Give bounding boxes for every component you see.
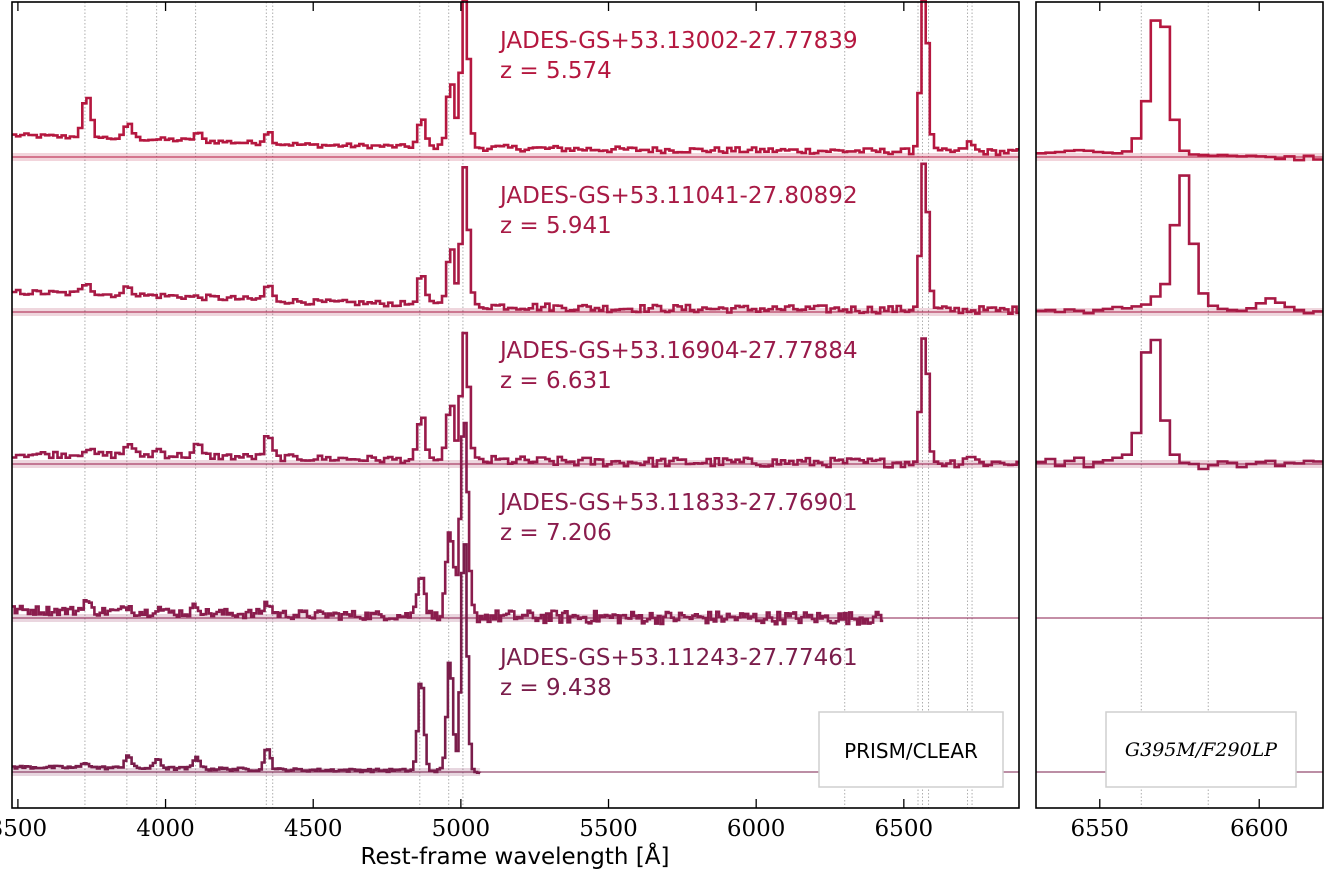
grating-spectrum-line — [1036, 19, 1323, 162]
prism-spectrum-line — [12, 543, 482, 775]
object-redshift: z = 9.438 — [500, 675, 612, 701]
grating-spectrum-1 — [1036, 19, 1323, 162]
prism-spectrum-line — [12, 162, 1019, 315]
grating-legend-box: G395M/F290LP — [1105, 711, 1297, 788]
x-tick-label: 4000 — [136, 816, 195, 842]
prism-object-labels: JADES-GS+53.13002-27.77839 z = 5.574 JADES… — [498, 28, 858, 701]
prism-x-ticks: 3500 4000 4500 5000 5500 6000 6500 — [0, 2, 933, 842]
x-tick-label: 5500 — [579, 816, 638, 842]
prism-legend-label: PRISM/CLEAR — [844, 739, 978, 763]
object-name: JADES-GS+53.16904-27.77884 — [498, 338, 858, 364]
x-axis-label: Rest-frame wavelength [Å] — [361, 842, 670, 870]
x-tick-label: 6600 — [1230, 816, 1289, 842]
x-tick-label: 6550 — [1071, 816, 1130, 842]
object-redshift: z = 5.574 — [500, 58, 612, 84]
prism-spectrum-line — [12, 331, 1019, 469]
object-redshift: z = 5.941 — [500, 213, 612, 239]
grating-spectrum-line — [1036, 174, 1323, 315]
x-tick-label: 6500 — [875, 816, 934, 842]
grating-spectrum-line — [1036, 338, 1323, 471]
x-tick-label: 3500 — [0, 816, 47, 842]
prism-spectrum-line — [12, 0, 1019, 157]
prism-spectrum-line — [12, 421, 884, 626]
spectrum-3 — [12, 331, 1019, 469]
x-tick-label: 6000 — [727, 816, 786, 842]
spectrum-2 — [12, 162, 1019, 316]
grating-panel: 6550 6600 G395M/F290LP — [1035, 1, 1324, 842]
spectrum-1 — [12, 0, 1019, 161]
object-name: JADES-GS+53.11243-27.77461 — [498, 645, 858, 671]
grating-spectra — [1036, 19, 1323, 773]
object-redshift: z = 7.206 — [500, 520, 612, 546]
grating-spectrum-3 — [1036, 338, 1323, 471]
x-tick-label: 5000 — [432, 816, 491, 842]
object-redshift: z = 6.631 — [500, 368, 612, 394]
grating-panel-frame — [1035, 1, 1324, 809]
spectrum-4 — [12, 421, 1019, 626]
prism-panel-frame — [11, 1, 1020, 809]
prism-legend-box: PRISM/CLEAR — [818, 711, 1004, 788]
grating-x-ticks: 6550 6600 — [1071, 2, 1289, 842]
prism-panel: JADES-GS+53.13002-27.77839 z = 5.574 JADES… — [0, 0, 1020, 842]
grating-spectrum-2 — [1036, 174, 1323, 316]
object-name: JADES-GS+53.11833-27.76901 — [498, 490, 858, 516]
x-tick-label: 4500 — [284, 816, 343, 842]
prism-spectra — [12, 0, 1019, 776]
object-name: JADES-GS+53.13002-27.77839 — [498, 28, 858, 54]
object-name: JADES-GS+53.11041-27.80892 — [498, 183, 858, 209]
grating-legend-label: G395M/F290LP — [1125, 739, 1278, 761]
